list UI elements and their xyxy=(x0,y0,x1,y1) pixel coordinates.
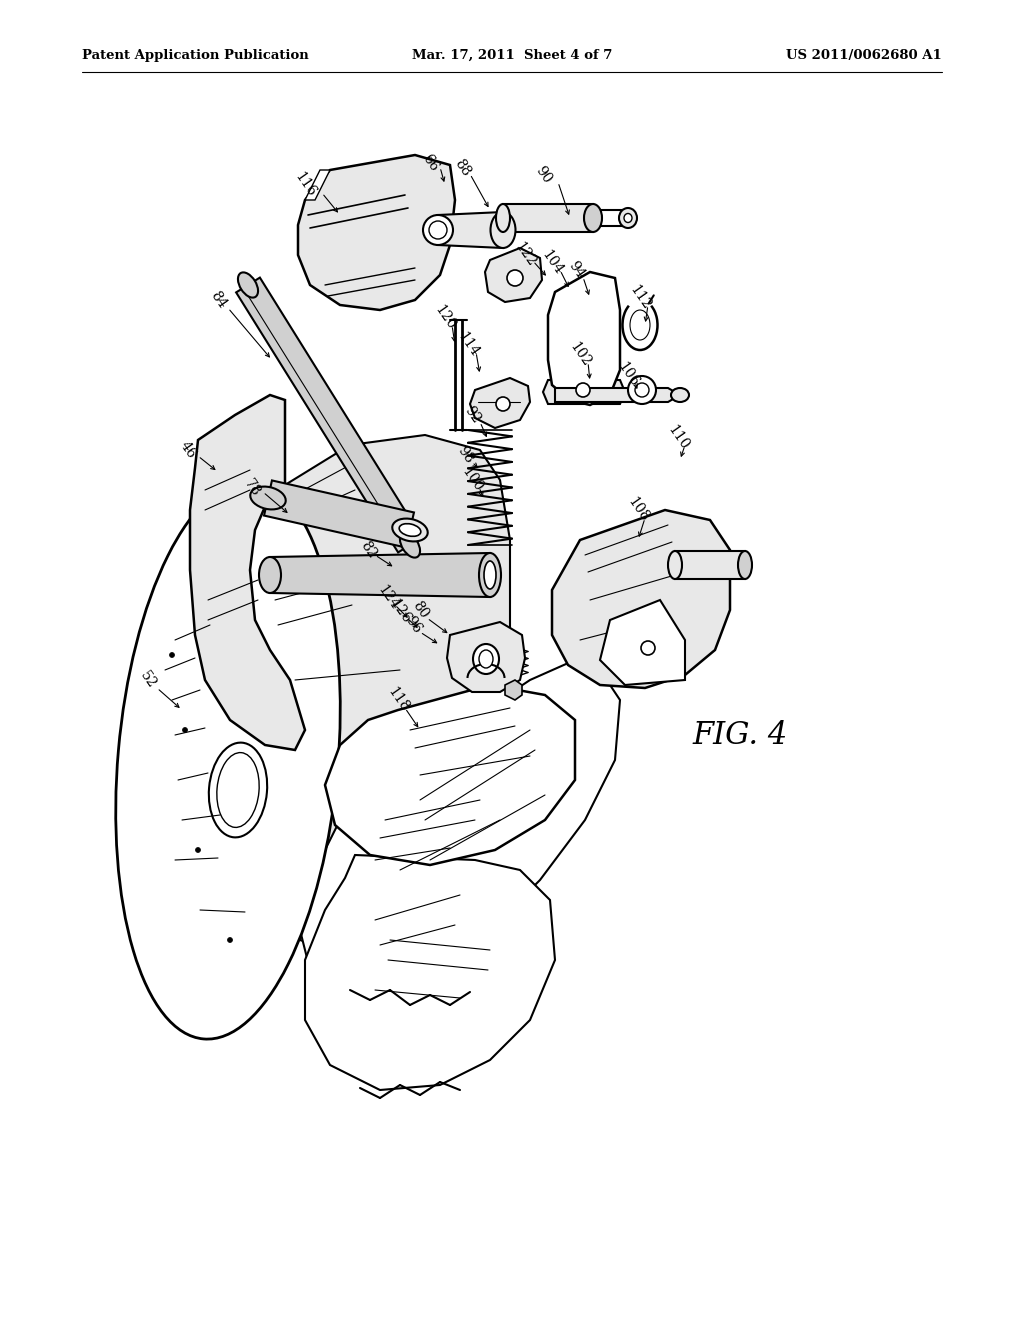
Text: 94: 94 xyxy=(565,259,587,281)
Ellipse shape xyxy=(399,524,421,536)
Text: 84: 84 xyxy=(207,289,228,312)
Ellipse shape xyxy=(182,727,187,733)
Text: 66: 66 xyxy=(419,152,440,174)
Text: 100: 100 xyxy=(459,465,485,495)
Ellipse shape xyxy=(490,213,515,248)
Polygon shape xyxy=(305,855,555,1090)
Ellipse shape xyxy=(641,642,655,655)
Polygon shape xyxy=(552,510,730,688)
Polygon shape xyxy=(503,205,593,232)
Text: 114: 114 xyxy=(455,330,481,360)
Polygon shape xyxy=(270,553,490,597)
Polygon shape xyxy=(675,550,745,579)
Polygon shape xyxy=(265,436,510,755)
Text: 120: 120 xyxy=(432,304,459,333)
Ellipse shape xyxy=(584,205,602,232)
Text: US 2011/0062680 A1: US 2011/0062680 A1 xyxy=(786,49,942,62)
Text: 116: 116 xyxy=(292,170,318,199)
Text: 122: 122 xyxy=(512,240,539,269)
Text: 112: 112 xyxy=(627,282,653,313)
Polygon shape xyxy=(548,272,620,405)
Ellipse shape xyxy=(671,388,689,403)
Text: FIG. 4: FIG. 4 xyxy=(692,719,787,751)
Text: 92: 92 xyxy=(461,404,482,426)
Polygon shape xyxy=(505,680,522,700)
Ellipse shape xyxy=(628,376,656,404)
Ellipse shape xyxy=(618,209,637,228)
Ellipse shape xyxy=(635,383,649,397)
Polygon shape xyxy=(264,480,414,548)
Ellipse shape xyxy=(496,205,510,232)
Text: 126: 126 xyxy=(387,597,414,627)
Text: 110: 110 xyxy=(665,424,691,453)
Text: 96: 96 xyxy=(402,614,424,636)
Text: 104: 104 xyxy=(539,248,565,279)
Ellipse shape xyxy=(392,519,428,541)
Text: 52: 52 xyxy=(137,669,159,692)
Polygon shape xyxy=(265,750,510,960)
Polygon shape xyxy=(237,277,422,552)
Ellipse shape xyxy=(238,272,258,297)
Text: 102: 102 xyxy=(566,341,593,370)
Ellipse shape xyxy=(479,649,493,668)
Ellipse shape xyxy=(575,383,590,397)
Ellipse shape xyxy=(473,644,499,675)
Ellipse shape xyxy=(429,220,447,239)
Ellipse shape xyxy=(479,553,501,597)
Ellipse shape xyxy=(738,550,752,579)
Ellipse shape xyxy=(484,561,496,589)
Polygon shape xyxy=(543,380,625,404)
Text: 124: 124 xyxy=(375,583,401,612)
Polygon shape xyxy=(600,601,685,685)
Text: 88: 88 xyxy=(452,157,473,180)
Ellipse shape xyxy=(423,215,453,246)
Ellipse shape xyxy=(227,937,232,942)
Text: Patent Application Publication: Patent Application Publication xyxy=(82,49,309,62)
Ellipse shape xyxy=(170,652,174,657)
Polygon shape xyxy=(300,660,620,990)
Polygon shape xyxy=(298,154,455,310)
Text: 106: 106 xyxy=(614,360,641,389)
Text: 80: 80 xyxy=(410,599,431,622)
Polygon shape xyxy=(470,378,530,428)
Polygon shape xyxy=(190,395,305,750)
Ellipse shape xyxy=(668,550,682,579)
Ellipse shape xyxy=(259,557,281,593)
Ellipse shape xyxy=(507,271,523,286)
Ellipse shape xyxy=(250,487,286,510)
Text: 118: 118 xyxy=(385,685,412,715)
Text: 46: 46 xyxy=(177,438,199,461)
Text: 78: 78 xyxy=(242,477,263,499)
Text: 82: 82 xyxy=(357,539,379,561)
Text: 98: 98 xyxy=(455,444,476,466)
Polygon shape xyxy=(438,213,503,248)
Polygon shape xyxy=(555,388,680,403)
Polygon shape xyxy=(305,170,330,201)
Polygon shape xyxy=(485,248,542,302)
Text: 108: 108 xyxy=(625,495,651,525)
Ellipse shape xyxy=(196,847,201,853)
Polygon shape xyxy=(325,685,575,865)
Ellipse shape xyxy=(400,532,420,557)
Ellipse shape xyxy=(624,214,632,223)
Ellipse shape xyxy=(496,397,510,411)
Ellipse shape xyxy=(116,480,340,1039)
Text: Mar. 17, 2011  Sheet 4 of 7: Mar. 17, 2011 Sheet 4 of 7 xyxy=(412,49,612,62)
Polygon shape xyxy=(447,622,525,692)
Ellipse shape xyxy=(209,743,267,837)
Ellipse shape xyxy=(217,752,259,828)
Text: 90: 90 xyxy=(532,164,554,186)
